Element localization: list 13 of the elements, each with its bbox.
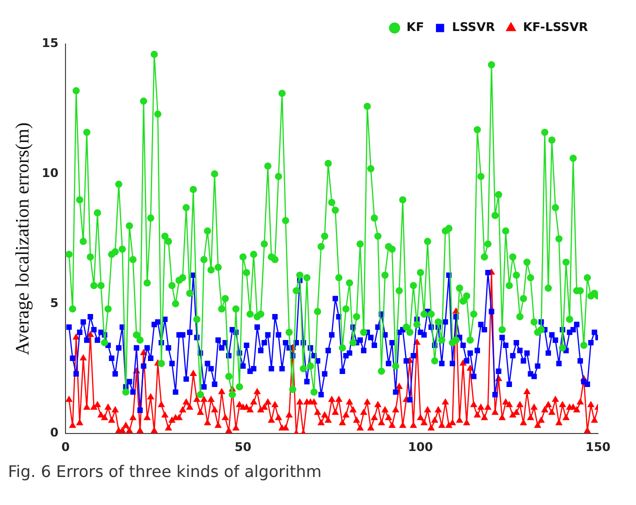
legend-label: LSSVR bbox=[452, 20, 495, 34]
y-tick-label: 5 bbox=[50, 296, 58, 310]
y-tick-label: 0 bbox=[50, 426, 58, 440]
x-tick-label: 0 bbox=[61, 440, 70, 454]
y-tick-label: 10 bbox=[42, 166, 58, 180]
y-tick-label: 15 bbox=[42, 36, 58, 50]
x-tick-label: 100 bbox=[408, 440, 434, 454]
y-axis-title: Average localization errors(m) bbox=[12, 122, 34, 356]
caption: Fig. 6 Errors of three kinds of algorithm bbox=[8, 462, 323, 481]
x-tick-label: 50 bbox=[234, 440, 252, 454]
x-tick-label: 150 bbox=[585, 440, 611, 454]
legend-label: KF-LSSVR bbox=[522, 20, 588, 34]
legend-label: KF bbox=[406, 20, 424, 34]
